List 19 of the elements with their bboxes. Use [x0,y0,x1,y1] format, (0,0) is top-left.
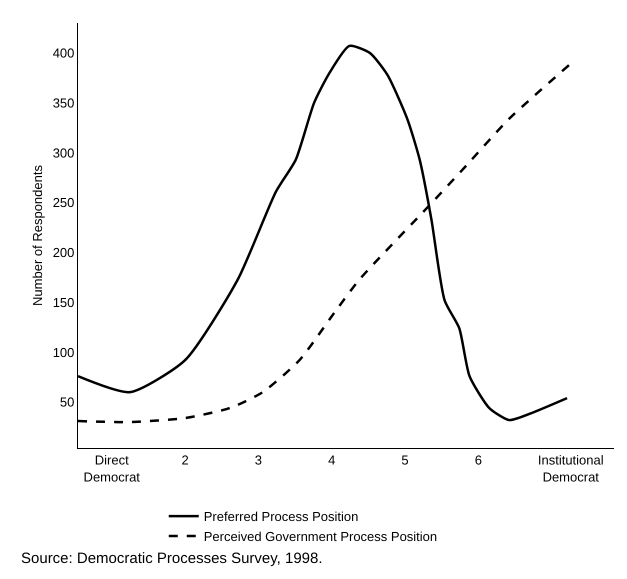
x-tick-label: 5 [401,452,409,468]
y-tick-label: 250 [52,195,74,210]
y-tick-label: 300 [52,145,74,160]
y-tick-label: 200 [52,245,74,260]
x-tick-label: 3 [254,452,262,468]
x-tick-label: 6 [474,452,482,468]
y-tick-label: 100 [52,344,74,360]
x-tick-label: Direct Democrat [84,452,140,484]
x-tick-label: Institutional Democrat [538,452,604,484]
y-axis-title: Number of Respondents [30,164,45,306]
y-tick-label: 400 [52,45,74,60]
source-note: Source: Democratic Processes Survey, 1998. [21,550,323,567]
y-tick-label: 350 [52,95,74,110]
x-tick-label: 2 [181,452,189,468]
y-tick-label: 150 [52,294,74,310]
legend-label: Preferred Process Position [204,509,358,524]
x-tick-label: 4 [328,452,336,468]
legend-label: Perceived Government Process Position [204,529,438,544]
y-tick-label: 50 [60,394,74,410]
